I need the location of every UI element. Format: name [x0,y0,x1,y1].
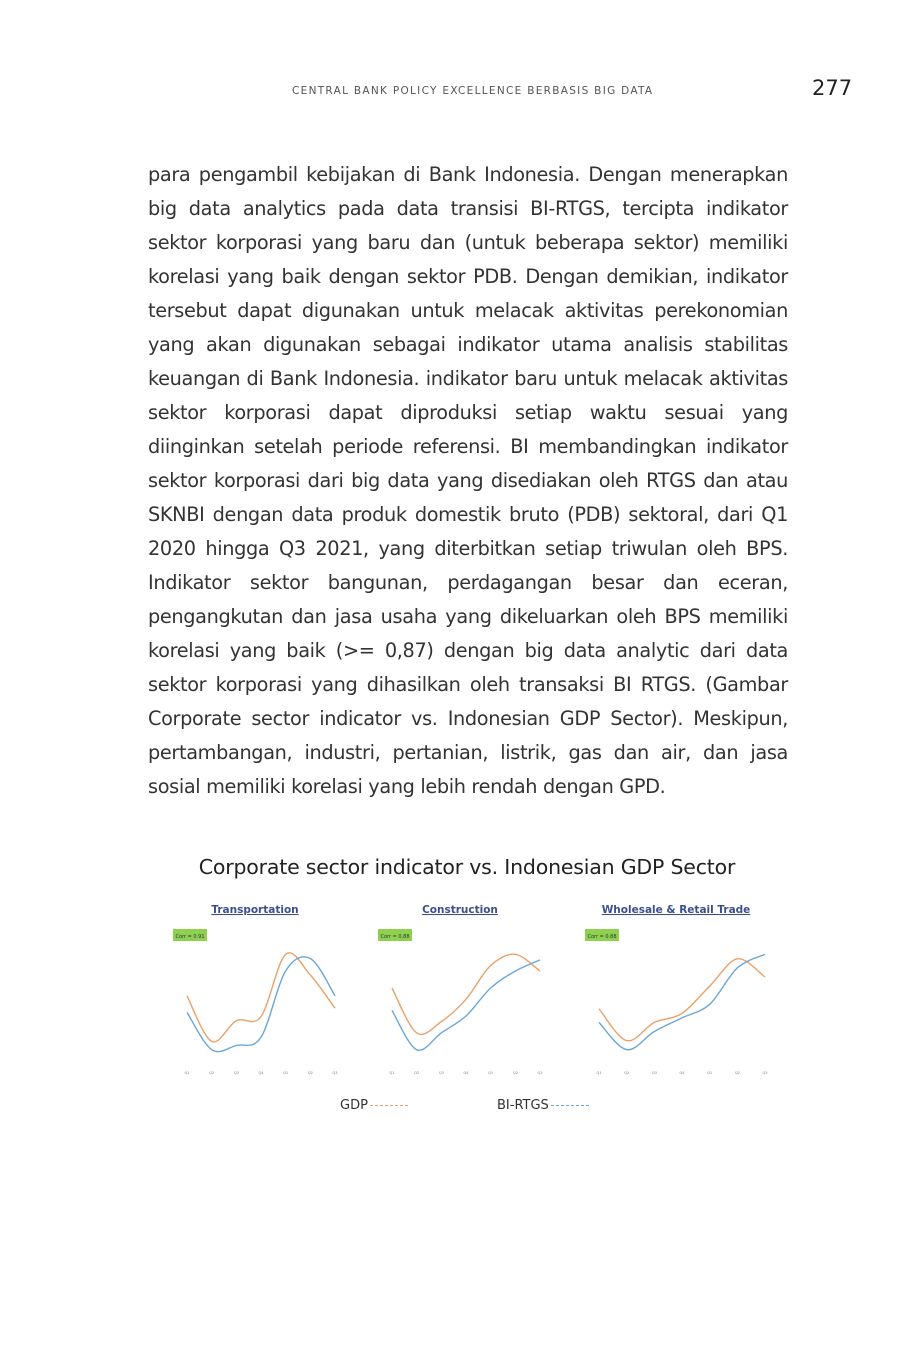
legend-label-gdp: GDP [340,1098,368,1113]
correlation-badge-bg [173,929,207,941]
chart-wholesale-retail-trade: Wholesale & Retail Trade Corr = 0.88 Q1 Q2 Q… [585,904,768,1075]
x-tick-label: Q2 [624,1071,629,1075]
page-number: 277 [812,76,853,100]
x-tick-label: Q2 [414,1071,419,1075]
x-tick-label: Q2 [513,1071,518,1075]
x-tick-label: Q1 [283,1071,288,1075]
correlation-badge-bg [378,929,412,941]
chart-figure: Transportation Corr = 0.91 Q1 Q2 Q3 Q4 Q1 Q2 Q3 … [145,892,775,1092]
chart-panel-transportation: Transportation Corr = 0.91 Q1 Q2 Q3 Q4 Q1 Q2 Q3 [145,892,345,1088]
x-tick-label: Q3 [652,1071,657,1075]
chart-panel-wholesale-retail: Wholesale & Retail Trade Corr = 0.88 Q1 Q2 Q… [557,892,775,1088]
running-header: CENTRAL BANK POLICY EXCELLENCE BERBASIS … [0,76,916,108]
chart-title: Wholesale & Retail Trade [602,904,751,916]
correlation-badge: Corr = 0.88 [380,934,409,940]
correlation-badge: Corr = 0.91 [175,934,204,940]
x-tick-label: Q4 [680,1071,686,1075]
x-tick-label: Q2 [308,1071,313,1075]
series-line-bi-rtgs [186,956,336,1053]
chart-transportation: Transportation Corr = 0.91 Q1 Q2 Q3 Q4 Q1 Q2 Q3 [173,904,338,1075]
x-tick-label: Q3 [333,1071,338,1075]
x-tick-label: Q3 [439,1071,444,1075]
x-tick-label: Q1 [185,1071,190,1075]
legend-item-bi-rtgs: BI-RTGS [497,1098,589,1113]
series-line-gdp [598,958,766,1042]
x-tick-label: Q4 [259,1071,265,1075]
series-line-gdp [391,953,541,1035]
series-line-bi-rtgs [598,953,766,1051]
correlation-badge: Corr = 0.88 [587,934,616,940]
chart-construction: Construction Corr = 0.88 Q1 Q2 Q3 Q4 Q1 Q2 Q3 [378,904,543,1075]
correlation-badge-bg [585,929,619,941]
body-paragraph: para pengambil kebijakan di Bank Indones… [148,163,788,798]
series-line-bi-rtgs [391,959,541,1051]
chart-panel-construction: Construction Corr = 0.88 Q1 Q2 Q3 Q4 Q1 Q2 Q3 [350,892,550,1088]
chart-title: Transportation [211,904,298,916]
legend-swatch-gdp [369,1105,408,1106]
x-tick-label: Q3 [538,1071,543,1075]
x-tick-label: Q2 [735,1071,740,1075]
x-tick-label: Q3 [234,1071,239,1075]
legend-swatch-bi-rtgs [550,1105,589,1106]
x-tick-label: Q1 [707,1071,712,1075]
chart-legend: GDP BI-RTGS [0,1098,916,1118]
x-tick-label: Q4 [464,1071,470,1075]
series-line-gdp [186,952,336,1043]
chart-title: Construction [422,904,498,916]
x-tick-label: Q3 [763,1071,768,1075]
x-tick-label: Q1 [390,1071,395,1075]
x-tick-label: Q1 [488,1071,493,1075]
legend-item-gdp: GDP [340,1098,408,1113]
legend-label-bi-rtgs: BI-RTGS [497,1098,549,1113]
figure-caption: Corporate sector indicator vs. Indonesia… [198,855,736,879]
x-tick-label: Q1 [597,1071,602,1075]
x-tick-label: Q2 [209,1071,214,1075]
running-title: CENTRAL BANK POLICY EXCELLENCE BERBASIS … [292,85,654,97]
